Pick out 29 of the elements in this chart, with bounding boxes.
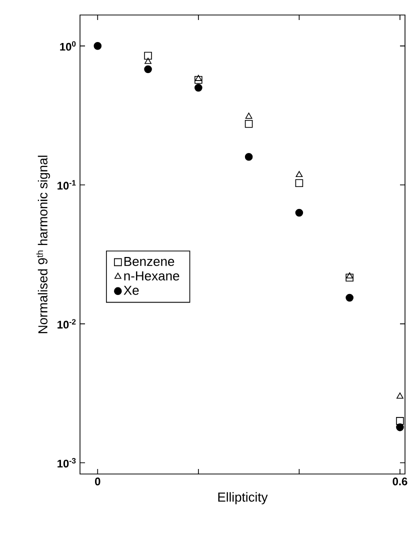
point xyxy=(144,52,152,60)
point xyxy=(244,120,253,128)
y-axis-title: Normalised 9$^{th}$ harmonic signal xyxy=(36,156,50,334)
point xyxy=(245,112,252,119)
y-tick-label: 10$^{-3}$ xyxy=(58,458,76,468)
legend-label: n-Hexane xyxy=(124,271,180,280)
point xyxy=(194,84,202,92)
y-tick-label: 10$^{-1}$ xyxy=(58,180,76,190)
point xyxy=(396,392,404,399)
y-tick-label: 10$^{0}$ xyxy=(60,41,76,51)
point xyxy=(396,417,404,425)
x-axis-title: Ellipticity xyxy=(218,492,268,504)
point xyxy=(144,58,152,64)
x-tick-label: 0.6 xyxy=(392,478,408,486)
point xyxy=(295,179,304,187)
point xyxy=(296,170,303,178)
point xyxy=(244,153,253,161)
legend-label: Xe xyxy=(124,286,139,295)
point xyxy=(194,74,202,81)
point xyxy=(346,274,354,282)
point xyxy=(144,65,152,74)
point xyxy=(346,294,354,302)
point xyxy=(94,42,102,50)
x-tick-label: 0 xyxy=(95,478,100,486)
legend-label: Benzene xyxy=(124,256,174,266)
point xyxy=(295,208,304,217)
y-tick-label: 10$^{-2}$ xyxy=(58,319,76,329)
point xyxy=(346,272,354,278)
point xyxy=(194,76,202,84)
